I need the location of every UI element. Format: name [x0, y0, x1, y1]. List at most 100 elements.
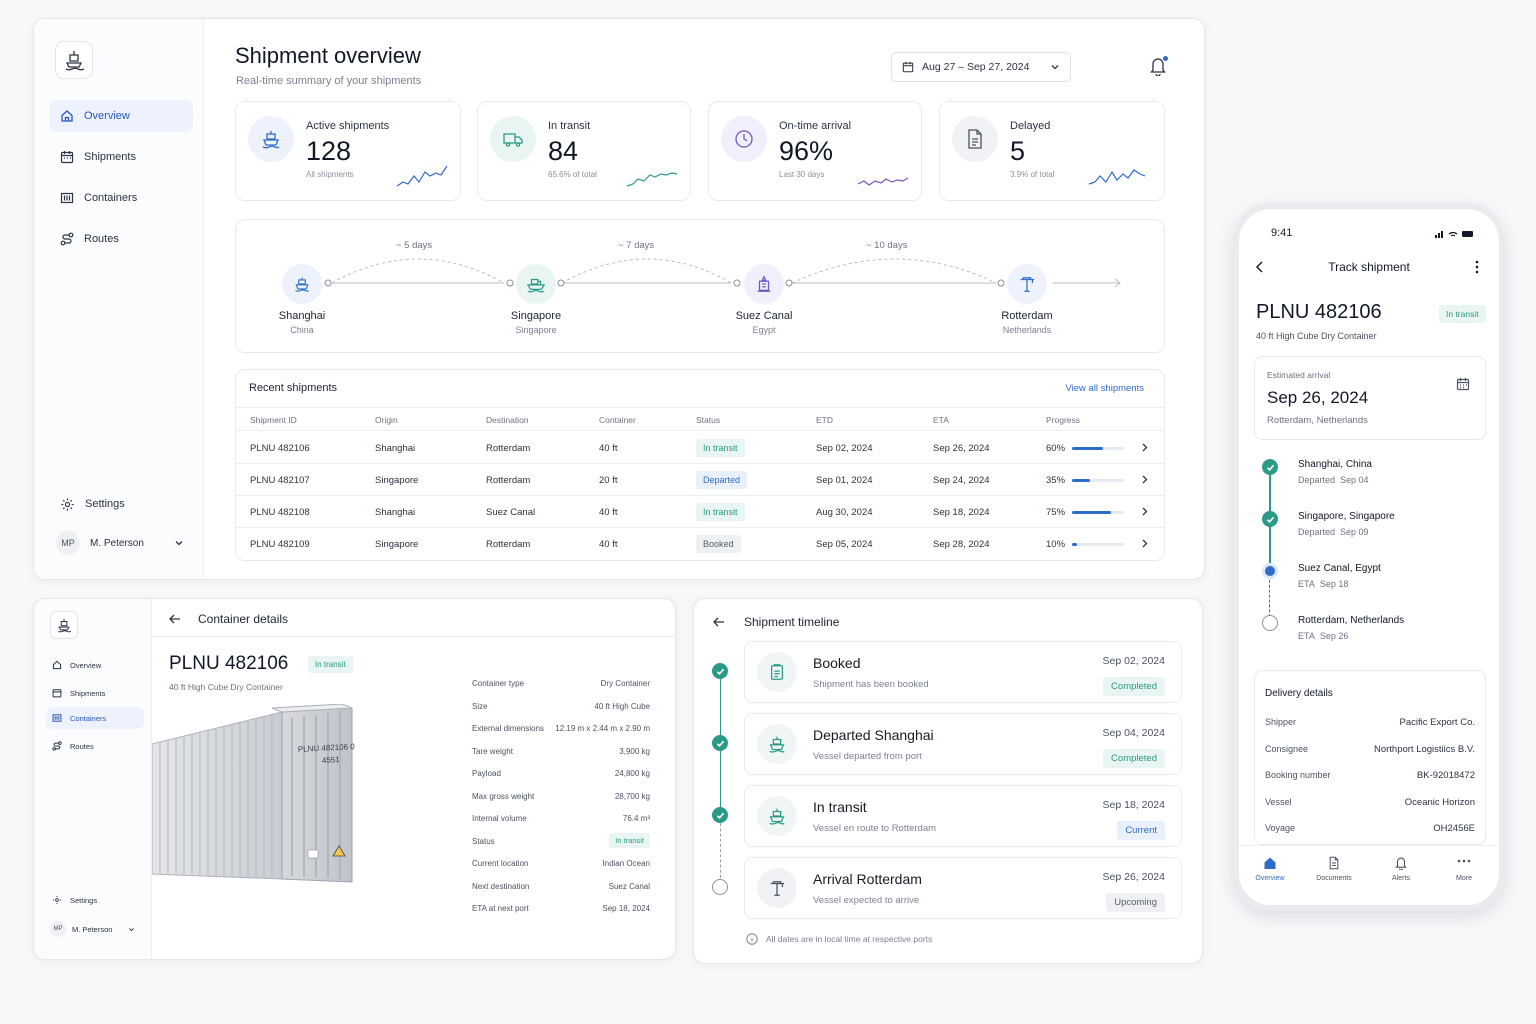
chevron-right-icon[interactable]: [1142, 507, 1148, 519]
calendar-icon: [52, 689, 62, 698]
sidebar-item-overview[interactable]: Overview: [50, 100, 193, 132]
tab-documents[interactable]: Documents: [1311, 856, 1357, 882]
spec-value: 12.19 m x 2.44 m x 2.90 m: [555, 724, 650, 733]
spec-list: Container type Dry Container Size 40 ft Hig…: [472, 679, 650, 919]
cell-eta: Sep 28, 2024: [933, 539, 990, 550]
back-chevron-icon[interactable]: [1255, 261, 1263, 273]
cell-destination: Suez Canal: [486, 507, 536, 518]
home-icon: [61, 110, 73, 122]
route-stop-name: Suez Canal: [735, 310, 793, 322]
cell-shipment-id: PLNU 482107: [250, 475, 310, 486]
calendar-icon: [902, 61, 914, 73]
sidebar-item-containers[interactable]: Containers: [50, 182, 193, 214]
cell-destination: Rotterdam: [486, 475, 531, 486]
sidebar-item-shipments[interactable]: Shipments: [50, 141, 193, 173]
app-logo[interactable]: [55, 41, 93, 79]
spec-value: 3,900 kg: [619, 746, 650, 756]
table-row[interactable]: PLNU 482107 Singapore Rotterdam 20 ft Sep 01…: [236, 464, 1164, 496]
sidebar-item-label: Settings: [70, 895, 98, 905]
chevron-right-icon[interactable]: [1142, 475, 1148, 487]
spec-row: Container type Dry Container: [472, 679, 650, 688]
route-stop-country: Singapore: [515, 325, 557, 335]
cell-origin: Shanghai: [375, 443, 416, 454]
sidebar-item-containers[interactable]: Containers: [46, 707, 144, 729]
kpi-icon: [248, 116, 294, 162]
route-stop[interactable]: [1007, 264, 1047, 304]
spec-key: External dimensions: [472, 724, 545, 733]
delivery-key: Vessel: [1265, 796, 1292, 807]
delivery-key: Voyage: [1265, 823, 1296, 833]
user-menu[interactable]: MP M. Peterson: [46, 919, 144, 939]
back-arrow-icon[interactable]: [169, 614, 181, 624]
cell-etd: Aug 30, 2024: [816, 507, 873, 518]
mobile-title: Track shipment: [1328, 260, 1410, 274]
notifications-button[interactable]: [1149, 55, 1171, 78]
kpi-on-time[interactable]: On-time arrival 96% Last 30 days: [708, 101, 922, 201]
table-row[interactable]: PLNU 482109 Singapore Rotterdam 40 ft Sep 05…: [236, 528, 1164, 560]
chevron-right-icon[interactable]: [1142, 539, 1148, 551]
container-details-window: Overview Shipments Containers Routes Set…: [33, 598, 676, 960]
user-name: M. Peterson: [72, 924, 113, 934]
tab-label: Overview: [1255, 875, 1285, 882]
route-stop[interactable]: [282, 264, 322, 304]
tab-alerts[interactable]: Alerts: [1378, 856, 1424, 882]
stop-status-label: Departed: [1298, 475, 1336, 485]
avatar: MP: [56, 531, 80, 555]
delivery-key: Consignee: [1265, 743, 1309, 754]
ship-icon: [262, 131, 280, 149]
delivery-row: Consignee Northport Logistiics B.V.: [1265, 744, 1475, 755]
user-menu[interactable]: MP M. Peterson: [50, 527, 193, 559]
spec-row: Status In transit: [472, 832, 650, 848]
kpi-active-shipments[interactable]: Active shipments 128 All shipments: [235, 101, 461, 201]
more-vertical-icon[interactable]: [1475, 260, 1479, 274]
timeline-item[interactable]: Booked Shipment has been booked Sep 02, 20…: [744, 641, 1182, 703]
status-badge: In transit: [609, 832, 650, 848]
cell-eta: Sep 26, 2024: [933, 443, 990, 454]
spec-row: Next destination Suez Canal: [472, 882, 650, 891]
timeline-item[interactable]: Departed Shanghai Vessel departed from po…: [744, 713, 1182, 775]
status-badge: Completed: [1103, 677, 1165, 696]
kpi-label: On-time arrival: [779, 120, 852, 132]
sidebar-item-settings[interactable]: Settings: [46, 890, 144, 910]
view-all-link[interactable]: View all shipments: [1065, 383, 1144, 394]
tab-more[interactable]: More: [1441, 856, 1487, 882]
sidebar-item-overview[interactable]: Overview: [46, 655, 144, 675]
timeline-item[interactable]: Arrival Rotterdam Vessel expected to arri…: [744, 857, 1182, 919]
cell-origin: Shanghai: [375, 507, 416, 518]
chevron-right-icon[interactable]: [1142, 443, 1148, 455]
delivery-row: Vessel Oceanic Horizon: [1265, 797, 1475, 808]
eta-card[interactable]: Estimated arrival Sep 26, 2024 Rotterdam…: [1254, 356, 1486, 440]
table-row[interactable]: PLNU 482108 Shanghai Suez Canal 40 ft Aug 30…: [236, 496, 1164, 528]
timeline-dot-complete: [712, 663, 728, 679]
kpi-icon: [952, 116, 998, 162]
timeline-item[interactable]: In transit Vessel en route to Rotterdam Se…: [744, 785, 1182, 847]
route-leg-duration: ~ 5 days: [396, 240, 433, 251]
mobile-type-desc: 40 ft High Cube Dry Container: [1256, 331, 1377, 341]
sidebar-item-routes[interactable]: Routes: [46, 736, 144, 756]
app-logo[interactable]: [50, 611, 78, 639]
kpi-delayed[interactable]: Delayed 5 3.9% of total: [939, 101, 1165, 201]
stop-place: Suez Canal, Egypt: [1298, 563, 1381, 574]
route-overview: ~ 5 days ~ 7 days ~ 10 days Shanghai Chi…: [235, 219, 1165, 353]
spec-value: 76.4 m³: [622, 814, 650, 823]
sidebar-item-shipments[interactable]: Shipments: [46, 683, 144, 703]
sidebar-item-settings[interactable]: Settings: [50, 488, 193, 520]
back-arrow-icon[interactable]: [713, 617, 725, 627]
notification-dot: [1162, 55, 1169, 62]
route-stop[interactable]: [744, 264, 784, 304]
column-header: ETA: [933, 415, 949, 425]
spec-key: Next destination: [472, 881, 530, 891]
table-row[interactable]: PLNU 482106 Shanghai Rotterdam 40 ft Sep 02,…: [236, 432, 1164, 464]
sidebar-item-label: Routes: [84, 233, 119, 245]
delivery-key: Booking number: [1265, 770, 1331, 780]
kpi-value: 96%: [779, 136, 834, 166]
tab-overview[interactable]: Overview: [1247, 856, 1293, 882]
progress-bar: [1072, 511, 1124, 514]
stop-status-date: Sep 26: [1319, 631, 1349, 641]
sidebar-item-routes[interactable]: Routes: [50, 223, 193, 255]
chevron-down-icon: [175, 541, 183, 546]
route-stop[interactable]: [516, 264, 556, 304]
kpi-in-transit[interactable]: In transit 84 65.6% of total: [477, 101, 691, 201]
date-range-picker[interactable]: Aug 27 – Sep 27, 2024: [891, 52, 1071, 82]
spec-key: Payload: [472, 769, 501, 778]
